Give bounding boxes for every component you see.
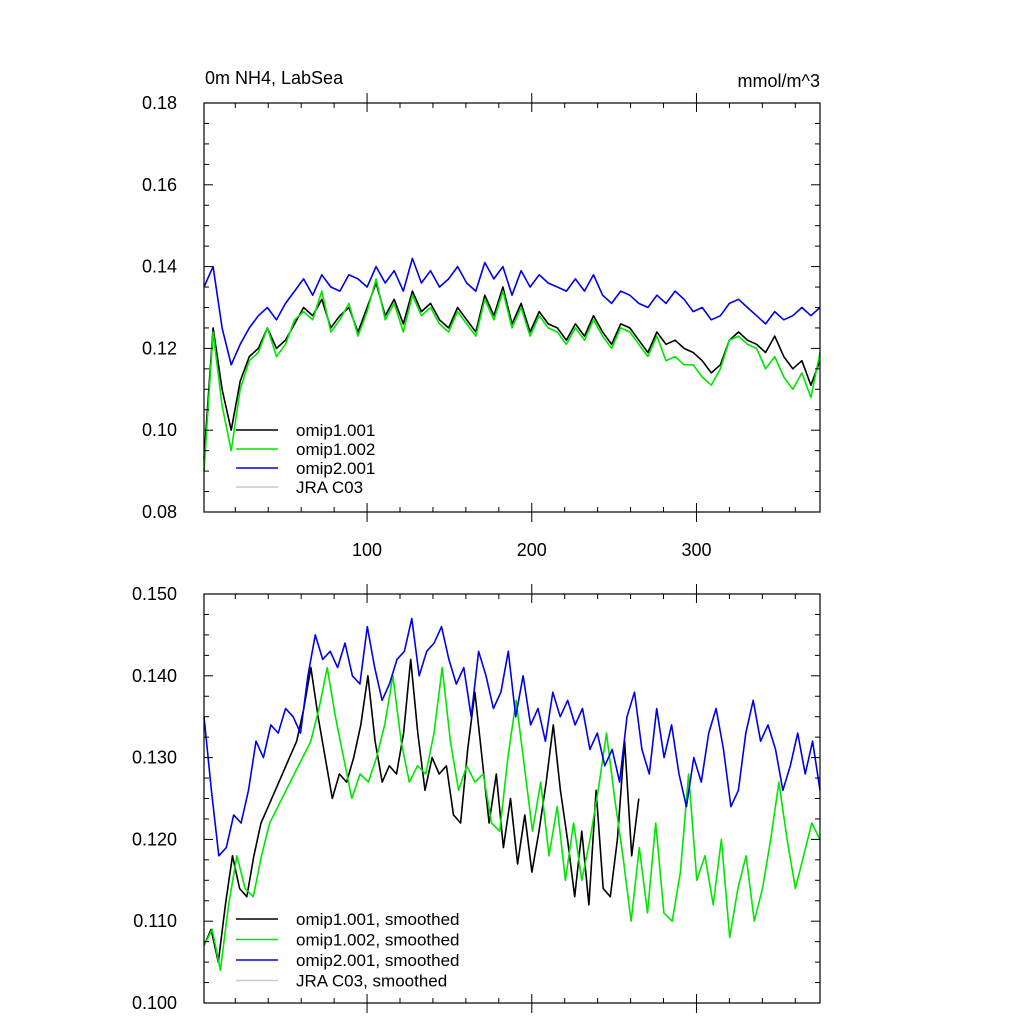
- top-series-line-omip1-001: [203, 282, 821, 459]
- top-y-tick-label: 0.16: [142, 175, 177, 195]
- bottom-series-line-omip1-001-smoothed: [203, 658, 640, 963]
- bottom-y-tick-label: 0.120: [132, 829, 177, 849]
- top-legend-label: JRA C03: [296, 478, 363, 497]
- top-y-tick-label: 0.10: [142, 420, 177, 440]
- top-panel: 0m NH4, LabSea mmol/m^3 0.08 0.10 0.12 0.14…: [142, 68, 821, 560]
- bottom-y-tick-label: 0.140: [132, 666, 177, 686]
- bottom-series-line-omip1-002-smoothed: [203, 666, 821, 972]
- top-legend-label: omip1.001: [296, 421, 375, 440]
- top-series-line-omip2-001: [203, 257, 821, 366]
- bottom-legend-label: omip1.001, smoothed: [296, 910, 460, 929]
- bottom-plot-area: 0.100 0.110 0.120 0.130 0.140 0.150 omip1.001,…: [132, 584, 821, 1013]
- bottom-y-tick-label: 0.150: [132, 584, 177, 604]
- top-x-tick-label: 100: [352, 540, 382, 560]
- bottom-y-tick-label: 0.110: [133, 911, 177, 931]
- top-legend-label: omip2.001: [296, 459, 375, 478]
- top-series-line-omip1-002: [203, 278, 821, 472]
- top-legend-label: omip1.002: [296, 440, 375, 459]
- top-x-tick-label: 200: [517, 540, 547, 560]
- bottom-legend-label: omip1.002, smoothed: [296, 931, 460, 950]
- bottom-panel: 0.100 0.110 0.120 0.130 0.140 0.150 omip1.001,…: [132, 584, 821, 1013]
- top-panel-units: mmol/m^3: [738, 71, 820, 91]
- bottom-legend-label: JRA C03, smoothed: [296, 972, 447, 991]
- bottom-series-line-omip2-001-smoothed: [203, 617, 821, 857]
- bottom-legend-label: omip2.001, smoothed: [296, 951, 460, 970]
- top-plot-area: 0.08 0.10 0.12 0.14 0.16 0.18 100 200 300 omip1.0…: [142, 93, 821, 560]
- top-x-tick-label: 300: [681, 540, 711, 560]
- top-y-tick-label: 0.12: [142, 338, 177, 358]
- top-panel-title: 0m NH4, LabSea: [205, 68, 344, 88]
- top-y-tick-label: 0.18: [142, 93, 177, 113]
- top-y-tick-label: 0.14: [142, 257, 177, 277]
- top-y-tick-label: 0.08: [142, 502, 177, 522]
- bottom-y-tick-label: 0.130: [132, 748, 177, 768]
- bottom-y-tick-label: 0.100: [132, 993, 177, 1013]
